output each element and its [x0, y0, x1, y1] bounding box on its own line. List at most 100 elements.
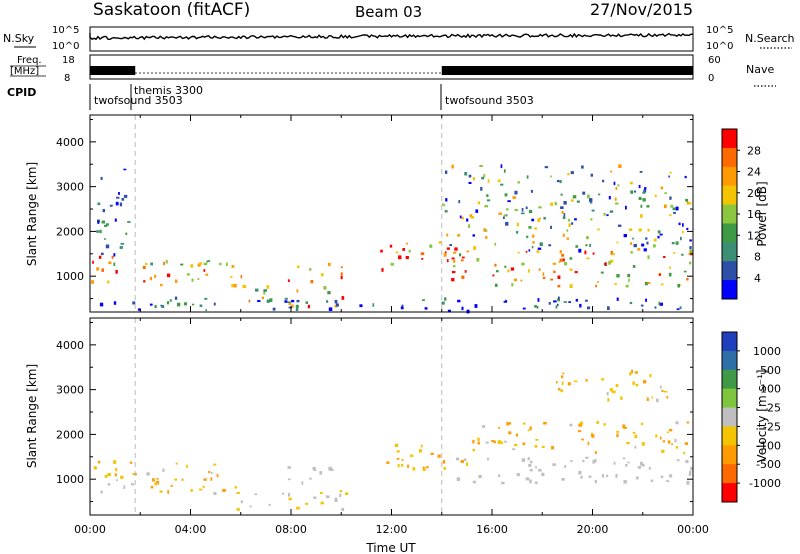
velocity-cell — [609, 388, 613, 392]
power-cell — [553, 300, 557, 303]
power-cell — [542, 272, 545, 276]
cpid-segment-1: twofsound 3503 — [94, 94, 183, 107]
power-cell — [97, 220, 100, 224]
power-cell — [559, 180, 562, 184]
power-cell — [503, 169, 506, 173]
power-cell — [586, 257, 590, 260]
velocity-cell — [115, 467, 118, 472]
power-cell — [522, 307, 526, 310]
velocity-cell — [606, 391, 609, 396]
velocity-cell — [667, 440, 671, 444]
power-cell — [629, 301, 633, 305]
velocity-cell — [497, 440, 501, 444]
power-cell — [296, 265, 300, 268]
power-cell — [453, 264, 456, 268]
power-cell — [340, 272, 343, 276]
power-cell — [561, 210, 564, 214]
power-cell — [453, 259, 456, 263]
power-cell — [597, 281, 599, 283]
power-cell — [589, 243, 591, 248]
power-cell — [454, 247, 458, 251]
power-cell — [461, 216, 464, 220]
power-cell — [607, 306, 610, 310]
power-cell — [503, 216, 505, 219]
velocity-cell — [210, 471, 213, 474]
power-cell — [669, 266, 671, 269]
velocity-cell — [666, 395, 669, 399]
power-cell — [669, 214, 672, 217]
power-cell — [474, 304, 478, 308]
velocity-cell — [501, 441, 503, 444]
velocity-cell — [159, 490, 163, 493]
power-cell — [610, 259, 614, 263]
power-cell — [544, 166, 549, 169]
velocity-cell — [529, 479, 532, 484]
power-cell — [602, 179, 605, 183]
velocity-heatmap — [93, 369, 693, 512]
velocity-cell — [527, 429, 530, 432]
power-cell — [443, 253, 447, 257]
velocity-cell — [104, 475, 108, 478]
power-cell — [543, 216, 546, 220]
nsky-tick-bottom: 10^0 — [52, 41, 79, 52]
power-cell — [567, 219, 571, 222]
velocity-cell — [422, 466, 425, 469]
power-cell — [213, 302, 216, 306]
velocity-cell — [664, 390, 668, 393]
velocity-cell — [319, 471, 323, 475]
velocity-cell — [535, 466, 537, 469]
power-heatmap — [91, 164, 693, 314]
xaxis-label: Time UT — [365, 541, 416, 554]
power-cell — [137, 308, 141, 311]
power-cell — [468, 181, 472, 184]
velocity-cell — [472, 448, 475, 452]
velocity-cell — [643, 380, 647, 384]
power-cell — [563, 301, 567, 303]
power-cell — [206, 260, 209, 263]
velocity-cell — [660, 475, 664, 479]
velocity-cell — [152, 478, 155, 482]
cpid-segment-2: themis 3300 — [134, 84, 203, 97]
power-cell — [663, 204, 667, 209]
velocity-cell — [319, 491, 323, 494]
velocity-cell — [170, 484, 173, 487]
power-plot-area — [90, 115, 693, 312]
power-cell — [327, 262, 331, 267]
power-cell — [548, 244, 552, 247]
power-cell — [402, 248, 405, 251]
velocity-cell — [249, 505, 252, 508]
power-cell — [528, 249, 531, 252]
power-cell — [446, 233, 449, 237]
power-cell — [291, 304, 294, 308]
power-cell — [557, 284, 561, 288]
power-cell — [688, 252, 692, 255]
velocity-cell — [412, 467, 416, 471]
power-cell — [562, 216, 566, 220]
power-cell — [658, 301, 661, 306]
power-cell — [592, 252, 595, 255]
power-cell — [335, 303, 339, 307]
velocity-cell — [313, 469, 317, 471]
power-ytick-label: 2000 — [56, 225, 84, 238]
power-cell — [579, 303, 582, 308]
velocity-cell — [442, 460, 446, 464]
power-cell — [101, 221, 106, 224]
power-cell — [421, 258, 424, 260]
power-cell — [441, 301, 445, 305]
power-cell — [96, 267, 99, 271]
power-cell — [381, 268, 384, 272]
power-cell — [99, 229, 102, 234]
power-cell — [680, 236, 682, 241]
power-cell — [640, 304, 644, 307]
power-cell — [643, 189, 647, 193]
velocity-cell — [579, 421, 583, 425]
velocity-cell — [150, 485, 154, 489]
power-cell — [570, 199, 574, 202]
velocity-cell — [186, 464, 188, 468]
velocity-cell — [666, 431, 669, 434]
power-cell — [659, 233, 663, 236]
power-cell — [582, 191, 586, 195]
velocity-cell — [662, 440, 665, 443]
nsearch-tick-bottom: 10^0 — [706, 41, 733, 52]
power-cell — [606, 214, 609, 217]
